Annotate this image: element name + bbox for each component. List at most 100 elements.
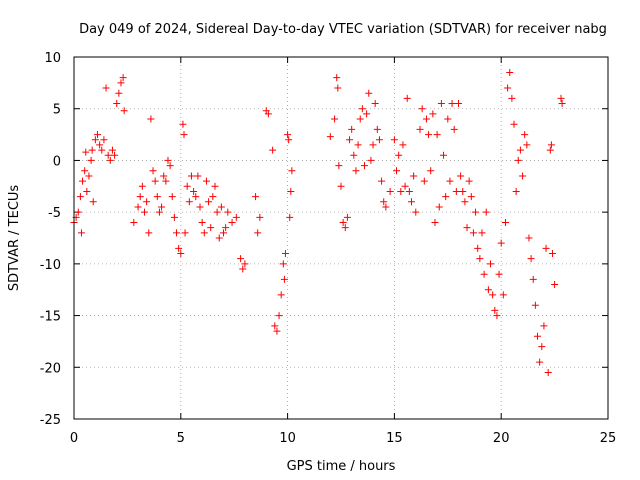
data-point	[352, 167, 360, 175]
data-point	[205, 198, 213, 206]
data-point	[120, 107, 128, 115]
x-tick-label: 5	[177, 431, 185, 446]
data-point	[437, 100, 445, 108]
data-point	[431, 218, 439, 226]
data-point	[147, 115, 155, 123]
data-point	[519, 172, 527, 180]
data-point	[140, 208, 148, 216]
data-point	[89, 198, 97, 206]
data-point	[467, 193, 475, 201]
data-point	[151, 177, 159, 185]
data-point	[280, 275, 288, 283]
data-point	[286, 213, 294, 221]
data-point	[177, 250, 185, 258]
data-point	[222, 224, 230, 232]
data-point	[158, 203, 166, 211]
data-point	[525, 234, 533, 242]
data-point	[459, 187, 467, 195]
data-point	[422, 115, 430, 123]
data-point	[271, 322, 279, 330]
data-point	[358, 105, 366, 113]
data-point	[469, 229, 477, 237]
data-point	[542, 244, 550, 252]
data-point	[155, 208, 163, 216]
y-tick-label: -25	[40, 413, 61, 428]
data-point	[512, 187, 520, 195]
data-point	[108, 146, 116, 154]
data-point	[106, 156, 114, 164]
data-point	[113, 100, 121, 108]
data-point	[326, 133, 334, 141]
data-point	[418, 105, 426, 113]
data-point	[100, 136, 108, 144]
y-tick-label: 5	[53, 103, 61, 118]
data-point	[420, 177, 428, 185]
data-point	[209, 193, 217, 201]
data-point	[333, 74, 341, 82]
data-point	[275, 312, 283, 320]
data-point	[102, 84, 110, 92]
data-point	[478, 229, 486, 237]
data-point	[337, 182, 345, 190]
data-point	[173, 229, 181, 237]
data-point	[149, 167, 157, 175]
data-point	[115, 89, 123, 97]
data-point	[476, 255, 484, 263]
data-point	[175, 244, 183, 252]
data-point	[335, 162, 343, 170]
data-point	[348, 125, 356, 133]
data-point	[239, 265, 247, 273]
data-point	[551, 281, 559, 289]
data-point	[484, 286, 492, 294]
data-point	[198, 218, 206, 226]
data-point	[143, 198, 151, 206]
data-point	[104, 151, 112, 159]
data-point	[285, 136, 293, 144]
data-point	[395, 151, 403, 159]
data-point	[369, 141, 377, 149]
data-point	[491, 306, 499, 314]
data-point	[501, 218, 509, 226]
data-point	[463, 224, 471, 232]
x-tick-label: 10	[279, 431, 296, 446]
data-point	[548, 250, 556, 258]
data-point	[412, 208, 420, 216]
data-point	[386, 187, 394, 195]
data-point	[74, 208, 82, 216]
data-point	[356, 115, 364, 123]
data-point	[183, 182, 191, 190]
data-point	[196, 203, 204, 211]
data-point	[465, 177, 473, 185]
data-point	[425, 131, 433, 139]
data-point	[200, 229, 208, 237]
data-point	[273, 327, 281, 335]
data-point	[93, 131, 101, 139]
data-point	[190, 187, 198, 195]
data-point	[444, 115, 452, 123]
data-point	[407, 198, 415, 206]
data-point	[429, 110, 437, 118]
x-tick-label: 20	[493, 431, 510, 446]
data-point	[382, 203, 390, 211]
data-point	[166, 162, 174, 170]
data-point	[446, 177, 454, 185]
data-point	[536, 358, 544, 366]
data-point	[480, 270, 488, 278]
data-point	[288, 167, 296, 175]
data-point	[482, 208, 490, 216]
data-point	[277, 291, 285, 299]
data-point	[514, 156, 522, 164]
data-point	[224, 208, 232, 216]
data-point	[160, 172, 168, 180]
data-point	[510, 120, 518, 128]
data-point	[85, 172, 93, 180]
data-point	[487, 260, 495, 268]
data-point	[341, 224, 349, 232]
data-point	[130, 218, 138, 226]
y-tick-label: -5	[48, 206, 61, 221]
data-point	[111, 151, 119, 159]
y-tick-label: 10	[44, 51, 61, 66]
data-point	[401, 182, 409, 190]
data-point	[207, 224, 215, 232]
data-point	[523, 141, 531, 149]
